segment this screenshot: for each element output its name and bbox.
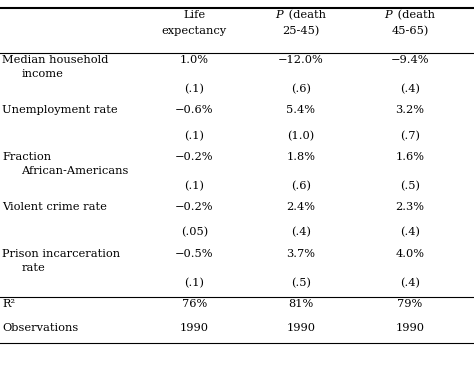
Text: Prison incarceration: Prison incarceration (2, 249, 120, 259)
Text: (.4): (.4) (400, 278, 420, 288)
Text: rate: rate (21, 263, 45, 273)
Text: expectancy: expectancy (162, 26, 227, 36)
Text: (.5): (.5) (400, 181, 420, 191)
Text: (.5): (.5) (291, 278, 311, 288)
Text: 1.0%: 1.0% (180, 55, 209, 65)
Text: 1990: 1990 (180, 323, 209, 333)
Text: (death: (death (285, 10, 326, 21)
Text: (.1): (.1) (184, 181, 204, 191)
Text: African-Americans: African-Americans (21, 166, 129, 176)
Text: income: income (21, 69, 63, 80)
Text: R²: R² (2, 299, 16, 309)
Text: (.4): (.4) (400, 84, 420, 95)
Text: (.4): (.4) (400, 227, 420, 238)
Text: Violent crime rate: Violent crime rate (2, 202, 107, 212)
Text: Median household: Median household (2, 55, 109, 65)
Text: Unemployment rate: Unemployment rate (2, 105, 118, 115)
Text: 1990: 1990 (286, 323, 316, 333)
Text: (.1): (.1) (184, 84, 204, 95)
Text: (.4): (.4) (291, 227, 311, 238)
Text: (.6): (.6) (291, 181, 311, 191)
Text: 3.7%: 3.7% (286, 249, 316, 259)
Text: Life: Life (183, 10, 205, 20)
Text: 45-65): 45-65) (392, 26, 428, 36)
Text: (.7): (.7) (400, 130, 420, 141)
Text: P: P (275, 10, 283, 20)
Text: 79%: 79% (397, 299, 423, 309)
Text: 2.4%: 2.4% (286, 202, 316, 212)
Text: −0.5%: −0.5% (175, 249, 214, 259)
Text: 3.2%: 3.2% (395, 105, 425, 115)
Text: 76%: 76% (182, 299, 207, 309)
Text: (.1): (.1) (184, 278, 204, 288)
Text: P: P (384, 10, 392, 20)
Text: (1.0): (1.0) (287, 130, 315, 141)
Text: (.05): (.05) (181, 227, 208, 238)
Text: (.6): (.6) (291, 84, 311, 95)
Text: 4.0%: 4.0% (395, 249, 425, 259)
Text: 5.4%: 5.4% (286, 105, 316, 115)
Text: −0.2%: −0.2% (175, 152, 214, 162)
Text: (death: (death (394, 10, 435, 21)
Text: 81%: 81% (288, 299, 314, 309)
Text: −12.0%: −12.0% (278, 55, 324, 65)
Text: −0.6%: −0.6% (175, 105, 214, 115)
Text: 1.8%: 1.8% (286, 152, 316, 162)
Text: 25-45): 25-45) (283, 26, 319, 36)
Text: −9.4%: −9.4% (391, 55, 429, 65)
Text: −0.2%: −0.2% (175, 202, 214, 212)
Text: 2.3%: 2.3% (395, 202, 425, 212)
Text: Observations: Observations (2, 323, 79, 333)
Text: 1990: 1990 (395, 323, 425, 333)
Text: Fraction: Fraction (2, 152, 52, 162)
Text: (.1): (.1) (184, 130, 204, 141)
Text: 1.6%: 1.6% (395, 152, 425, 162)
